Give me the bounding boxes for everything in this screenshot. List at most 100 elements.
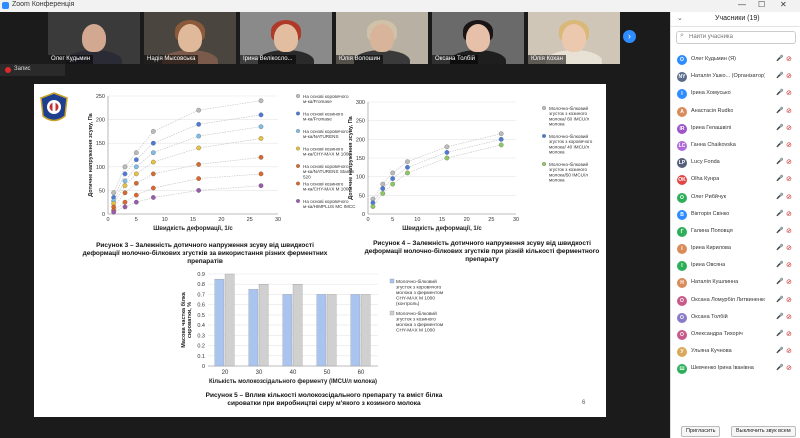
series-line xyxy=(113,157,262,208)
video-off-icon[interactable]: ⊘ xyxy=(786,159,792,167)
participant-row[interactable]: О Оксана Ломурбіл Литвиненко 🎤 ⊘ xyxy=(671,293,800,310)
video-off-icon[interactable]: ⊘ xyxy=(786,279,792,287)
muted-mic-icon[interactable]: 🎤 xyxy=(776,365,784,372)
minimize-button[interactable]: — xyxy=(738,0,746,9)
video-off-icon[interactable]: ⊘ xyxy=(786,227,792,235)
video-off-icon[interactable]: ⊘ xyxy=(786,348,792,356)
data-point xyxy=(133,157,139,163)
recording-indicator[interactable]: Запис xyxy=(0,64,65,76)
participant-name: Шевченко Ірина Іванівна xyxy=(691,365,754,372)
video-off-icon[interactable]: ⊘ xyxy=(786,141,792,149)
search-icon: ⌕ xyxy=(680,32,684,39)
data-point xyxy=(111,209,117,215)
video-thumbnail[interactable]: Ірина Велікосло... xyxy=(240,12,332,64)
participant-row[interactable]: IR Ірина Гелашвілі 🎤 ⊘ xyxy=(671,121,800,138)
legend-marker xyxy=(389,278,395,284)
muted-mic-icon[interactable]: 🎤 xyxy=(776,193,784,200)
participant-row[interactable]: Н Наталія Кушлинна 🎤 ⊘ xyxy=(671,275,800,292)
video-off-icon[interactable]: ⊘ xyxy=(786,107,792,115)
participant-row[interactable]: NY Наталія Ушко... (Організатор) 🎤 ⊘ xyxy=(671,69,800,86)
muted-mic-icon[interactable]: 🎤 xyxy=(776,348,784,355)
muted-mic-icon[interactable]: 🎤 xyxy=(776,313,784,320)
muted-mic-icon[interactable]: 🎤 xyxy=(776,107,784,114)
y-tick-label: 100 xyxy=(356,175,365,181)
muted-mic-icon[interactable]: 🎤 xyxy=(776,296,784,303)
participant-search-input[interactable] xyxy=(689,32,789,42)
muted-mic-icon[interactable]: 🎤 xyxy=(776,159,784,166)
video-thumbnail[interactable]: Юлія Кохан xyxy=(528,12,620,64)
participant-row[interactable]: У Ульяна Кучнова 🎤 ⊘ xyxy=(671,344,800,361)
video-off-icon[interactable]: ⊘ xyxy=(786,331,792,338)
data-point xyxy=(122,171,128,177)
data-point xyxy=(133,180,139,186)
video-thumbnail[interactable]: Олег Кудьмин xyxy=(48,12,140,64)
y-tick-label: 0.3 xyxy=(197,333,205,339)
person-face xyxy=(466,24,490,52)
participant-row[interactable]: Ш Шевченко Ірина Іванівна 🎤 ⊘ xyxy=(671,361,800,378)
legend-marker xyxy=(542,106,546,110)
participant-name: Олег Кудьмин (Я) xyxy=(691,56,736,62)
data-point xyxy=(258,155,264,160)
invite-button[interactable]: Пригласить xyxy=(681,426,721,437)
muted-mic-icon[interactable]: 🎤 xyxy=(776,124,784,131)
video-thumbnail[interactable]: Оксана Толбій xyxy=(432,12,524,64)
data-point xyxy=(133,192,139,198)
participant-row[interactable]: LC Ганна Chaikovska 🎤 ⊘ xyxy=(671,138,800,155)
muted-mic-icon[interactable]: 🎤 xyxy=(776,141,784,148)
video-off-icon[interactable]: ⊘ xyxy=(786,313,792,321)
video-off-icon[interactable]: ⊘ xyxy=(786,124,792,132)
muted-mic-icon[interactable]: 🎤 xyxy=(776,56,784,62)
muted-mic-icon[interactable]: 🎤 xyxy=(776,73,784,80)
video-off-icon[interactable]: ⊘ xyxy=(786,73,792,81)
muted-mic-icon[interactable]: 🎤 xyxy=(776,262,784,269)
participant-row[interactable]: LP Lucy Fonda 🎤 ⊘ xyxy=(671,155,800,172)
video-off-icon[interactable]: ⊘ xyxy=(786,90,792,98)
muted-mic-icon[interactable]: 🎤 xyxy=(776,176,784,183)
figure3-caption-line2: деформації молочно-білкових згустків за … xyxy=(82,250,328,257)
muted-mic-icon[interactable]: 🎤 xyxy=(776,331,784,337)
participant-row[interactable]: A Анастасія Rudko 🎤 ⊘ xyxy=(671,104,800,121)
participant-row[interactable]: І Ірина Кирилова 🎤 ⊘ xyxy=(671,241,800,258)
video-off-icon[interactable]: ⊘ xyxy=(786,56,792,63)
data-point xyxy=(150,129,156,134)
muted-mic-icon[interactable]: 🎤 xyxy=(776,210,784,217)
close-button[interactable]: ✕ xyxy=(780,0,787,9)
maximize-button[interactable]: ☐ xyxy=(758,0,766,9)
video-off-icon[interactable]: ⊘ xyxy=(786,176,792,184)
data-point xyxy=(380,191,386,196)
legend-marker xyxy=(389,310,395,316)
muted-mic-icon[interactable]: 🎤 xyxy=(776,279,784,286)
participant-row[interactable]: OK Оlha Кунра 🎤 ⊘ xyxy=(671,172,800,189)
x-axis-label: Кількість молокозсідального ферменту (IM… xyxy=(209,378,377,385)
video-thumbnail[interactable]: Надія Мысовська xyxy=(144,12,236,64)
video-off-icon[interactable]: ⊘ xyxy=(786,193,792,201)
video-off-icon[interactable]: ⊘ xyxy=(786,210,792,218)
x-tick-label: 0 xyxy=(366,217,369,223)
data-point xyxy=(444,144,450,150)
participant-row[interactable]: O Олег Рибйчук 🎤 ⊘ xyxy=(671,190,800,207)
participant-row[interactable]: О Оксана Толбій 🎤 ⊘ xyxy=(671,310,800,327)
participant-row[interactable]: І Ірина Хомусько 🎤 ⊘ xyxy=(671,86,800,103)
participant-row[interactable]: О Олександра Тихоріч 🎤 ⊘ xyxy=(671,327,800,344)
chevron-down-icon[interactable]: ⌄ xyxy=(677,15,683,22)
data-point xyxy=(258,98,264,104)
video-off-icon[interactable]: ⊘ xyxy=(786,296,792,304)
participant-row[interactable]: Г Галина Поповця 🎤 ⊘ xyxy=(671,224,800,241)
muted-mic-icon[interactable]: 🎤 xyxy=(776,90,784,97)
next-page-arrow-icon[interactable]: › xyxy=(623,30,636,43)
muted-mic-icon[interactable]: 🎤 xyxy=(776,227,784,234)
video-off-icon[interactable]: ⊘ xyxy=(786,245,792,253)
video-off-icon[interactable]: ⊘ xyxy=(786,262,792,270)
participant-row[interactable]: І Ірина Овсяна 🎤 ⊘ xyxy=(671,258,800,275)
participant-row[interactable]: В Вікторія Свінко 🎤 ⊘ xyxy=(671,207,800,224)
participant-avatar: A xyxy=(677,106,687,117)
bar xyxy=(292,284,303,367)
mute-all-button[interactable]: Выключить звук всем xyxy=(731,426,796,437)
participant-row[interactable]: О Олег Кудьмин (Я) 🎤 ⊘ xyxy=(671,52,800,69)
x-tick-label: 0 xyxy=(106,217,109,223)
muted-mic-icon[interactable]: 🎤 xyxy=(776,245,784,252)
thumbnail-name: Оксана Толбій xyxy=(432,55,479,64)
video-thumbnail[interactable]: Юлія Волошин xyxy=(336,12,428,64)
participants-footer: Пригласить Выключить звук всем xyxy=(671,424,800,438)
video-off-icon[interactable]: ⊘ xyxy=(786,365,792,373)
